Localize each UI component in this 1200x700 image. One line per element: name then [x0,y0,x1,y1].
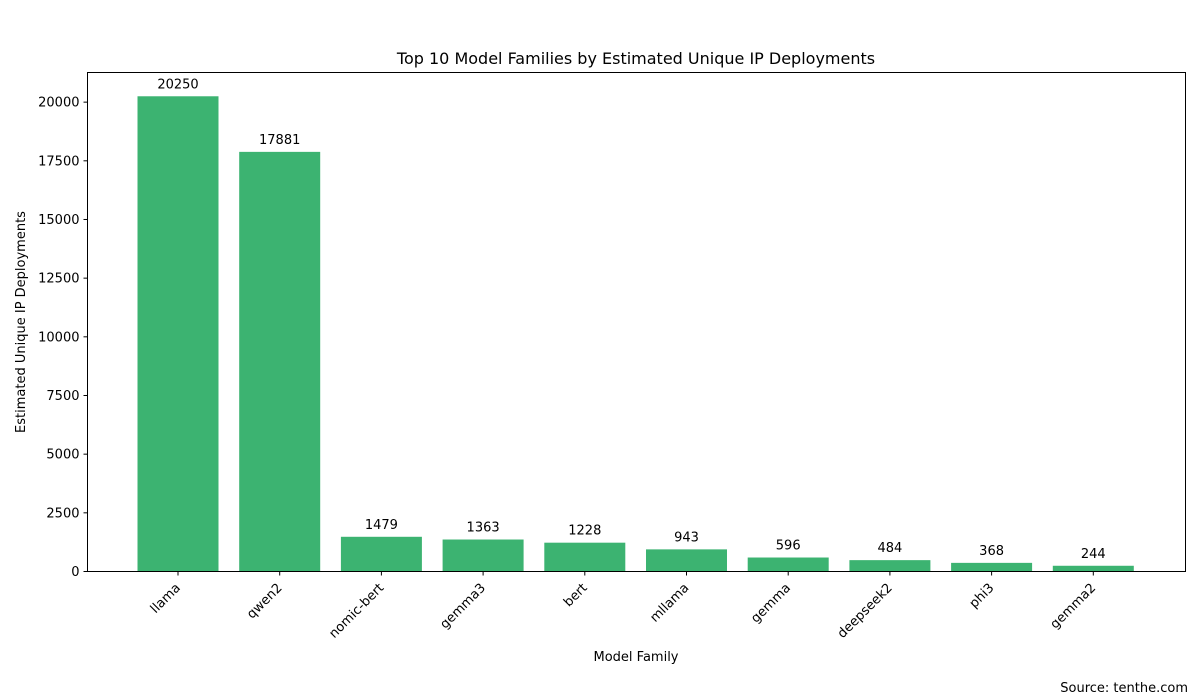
y-tick-label: 10000 [38,330,79,345]
bar-deepseek2 [849,560,931,572]
plot-frame [87,72,1186,572]
chart-title: Top 10 Model Families by Estimated Uniqu… [396,49,875,68]
y-tick-label: 0 [71,565,79,580]
bar-value-label: 484 [877,541,902,556]
bar-value-label: 1479 [365,518,398,533]
bar-nomic-bert [340,536,422,572]
bar-gemma3 [442,539,524,572]
bar-phi3 [951,562,1033,572]
y-axis-label: Estimated Unique IP Deployments [14,211,29,433]
y-tick-label: 2500 [46,506,79,521]
bar-value-label: 943 [674,530,699,545]
x-axis: llama qwen2 nomic-bert gemma3 bert mllama gemm… [148,571,1099,642]
x-tick-label: gemma2 [1048,581,1099,632]
y-tick-label: 15000 [38,213,79,228]
y-tick-label: 20000 [38,96,79,111]
bar-bert [544,542,626,572]
bar-value-label: 368 [979,544,1004,559]
bar-qwen2 [239,151,321,572]
bar-value-label: 1363 [467,521,500,536]
x-tick-label: deepseek2 [835,581,896,642]
bar-gemma2 [1052,565,1134,572]
bar-value-label: 17881 [259,133,300,148]
x-axis-label: Model Family [594,650,679,665]
bar-value-label: 244 [1081,547,1106,562]
bars-layer: 20250 17881 1479 1363 1228 943 596 484 368 244 [137,77,1134,572]
x-tick-label: gemma [748,581,794,627]
bar-gemma [747,557,829,572]
bar-mllama [646,549,727,572]
y-axis: 0 2500 5000 7500 10000 12500 15000 17500 20000 [38,96,88,580]
bar-value-label: 596 [776,539,801,554]
bar-llama [137,96,219,572]
y-tick-label: 12500 [38,272,79,287]
x-tick-label: gemma3 [437,581,488,632]
bar-value-label: 1228 [568,524,601,539]
y-tick-label: 7500 [46,389,79,404]
x-tick-label: mllama [647,581,692,626]
y-tick-label: 5000 [46,448,79,463]
y-tick-label: 17500 [38,154,79,169]
x-tick-label: nomic-bert [326,581,387,642]
x-tick-label: bert [561,581,590,610]
x-tick-label: qwen2 [244,581,285,622]
source-note: Source: tenthe.com [1060,681,1188,696]
x-tick-label: llama [148,581,184,617]
x-tick-label: phi3 [967,581,998,612]
bar-value-label: 20250 [157,77,198,92]
